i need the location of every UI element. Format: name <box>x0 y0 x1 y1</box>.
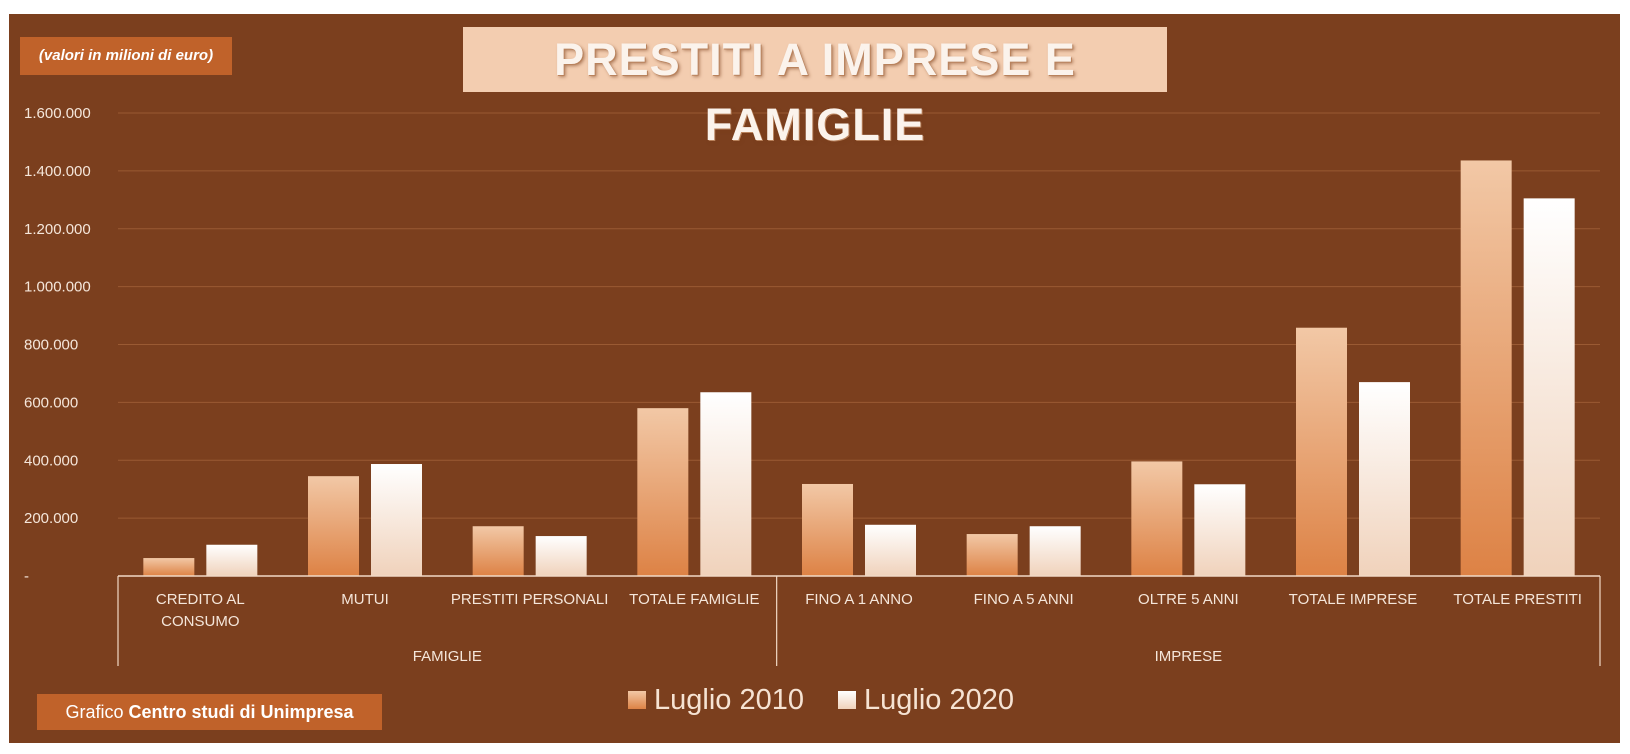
credit-label: Grafico Centro studi di Unimpresa <box>37 694 382 730</box>
category-label: FINO A 5 ANNI <box>974 591 1074 608</box>
bar-2010 <box>472 526 524 576</box>
group-labels: FAMIGLIE IMPRESE <box>413 648 1222 665</box>
chart-title-box: PRESTITI A IMPRESE E FAMIGLIE <box>463 27 1167 150</box>
category-label: CONSUMO <box>161 613 239 630</box>
y-tick-label: - <box>24 568 29 585</box>
unit-note: (valori in milioni di euro) <box>20 37 232 75</box>
y-tick-label: 1.000.000 <box>24 279 91 296</box>
bar-2020 <box>1359 382 1410 576</box>
category-label: TOTALE FAMIGLIE <box>629 591 759 608</box>
bar-2010 <box>308 476 359 576</box>
bar-2010 <box>802 483 853 576</box>
y-axis-ticks: - 200.000 400.000 600.000 800.000 1.000.000 1.… <box>24 105 91 585</box>
legend-item-2010: Luglio 2010 <box>628 684 804 717</box>
bar-2020 <box>865 524 916 576</box>
category-label: MUTUI <box>341 591 389 608</box>
bar-2010 <box>966 534 1018 576</box>
y-tick-label: 1.400.000 <box>24 163 91 180</box>
y-tick-label: 1.200.000 <box>24 221 91 238</box>
category-label: OLTRE 5 ANNI <box>1138 591 1239 608</box>
bars <box>143 160 1575 576</box>
bar-2020 <box>1523 198 1575 576</box>
group-label: IMPRESE <box>1155 648 1223 665</box>
bar-2020 <box>535 536 587 576</box>
legend-swatch-2020 <box>837 691 856 709</box>
y-tick-label: 200.000 <box>24 510 78 527</box>
bar-2020 <box>206 544 258 576</box>
chart-background <box>9 14 1620 743</box>
y-tick-label: 800.000 <box>24 337 78 354</box>
bar-2020 <box>1194 484 1246 576</box>
x-axis <box>117 575 1601 666</box>
legend-label-2020: Luglio 2020 <box>863 683 1014 716</box>
bar-2010 <box>1460 160 1512 576</box>
category-label: TOTALE PRESTITI <box>1453 591 1582 608</box>
credit-source: Centro studi di Unimpresa <box>128 702 354 722</box>
bar-2020 <box>1029 526 1081 576</box>
bar-2020 <box>700 392 752 576</box>
category-label: CREDITO AL <box>156 591 245 608</box>
bar-2010 <box>637 408 689 576</box>
category-labels: CREDITO AL CONSUMO MUTUI PRESTITI PERSONALI… <box>156 591 1582 630</box>
category-label: FINO A 1 ANNO <box>805 591 913 608</box>
y-tick-label: 1.600.000 <box>24 105 91 122</box>
bar-2010 <box>1131 461 1183 576</box>
bar-2010 <box>1296 327 1347 576</box>
legend: Luglio 2010 Luglio 2020 <box>628 680 1014 720</box>
category-label: TOTALE IMPRESE <box>1289 591 1418 608</box>
y-tick-label: 400.000 <box>24 452 78 469</box>
credit-prefix: Grafico <box>65 702 124 722</box>
y-tick-label: 600.000 <box>24 394 78 411</box>
category-label: PRESTITI PERSONALI <box>451 591 609 608</box>
legend-label-2010: Luglio 2010 <box>654 683 804 716</box>
bar-2010 <box>143 558 195 576</box>
gridlines <box>118 112 1600 519</box>
legend-swatch-2010 <box>628 691 646 709</box>
bar-2020 <box>371 464 422 576</box>
chart-title: PRESTITI A IMPRESE E FAMIGLIE <box>554 34 1076 150</box>
legend-item-2020: Luglio 2020 <box>837 683 1014 717</box>
group-label: FAMIGLIE <box>413 648 482 665</box>
